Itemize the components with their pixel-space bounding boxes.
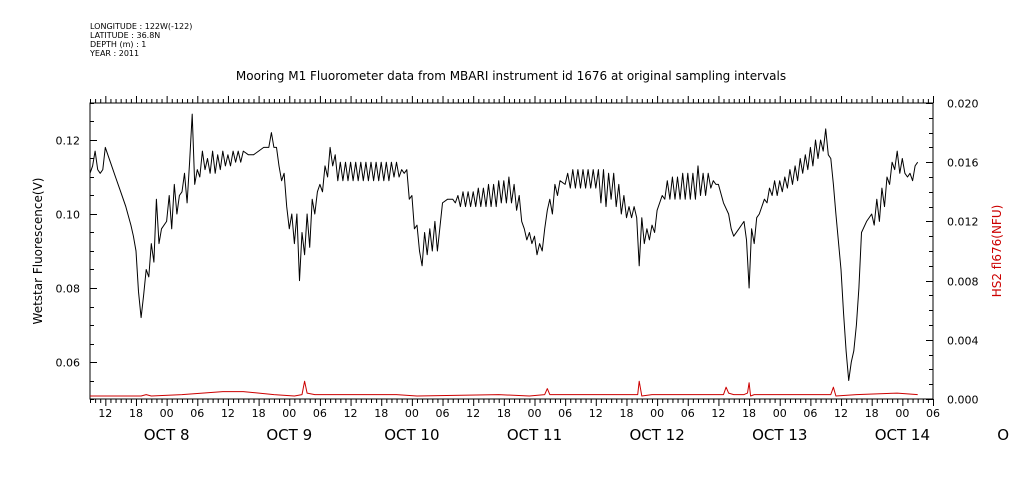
x-tick-label: 12 [711,407,725,420]
y-tick-label-left: 0.12 [56,135,81,148]
x-tick-label: 00 [160,407,174,420]
meta-latitude: LATITUDE : 36.8N [90,31,161,40]
x-tick-label: 00 [895,407,909,420]
plot-frame [89,102,934,400]
x-tick-label: 00 [650,407,664,420]
x-tick-label: 18 [252,407,266,420]
x-tick-label: 18 [374,407,388,420]
y-tick-label-right: 0.020 [947,98,979,111]
x-day-label: OCT 8 [144,426,190,444]
x-tick-label: 12 [98,407,112,420]
series-line-wetstar [89,113,919,381]
x-tick-label: 18 [129,407,143,420]
chart-title: Mooring M1 Fluorometer data from MBARI i… [236,69,786,83]
series-line-hs2 [90,380,918,397]
x-tick-label: 12 [589,407,603,420]
x-tick-label: 06 [681,407,695,420]
y-tick-label-left: 0.08 [56,283,81,296]
x-day-label: OCT 12 [629,426,684,444]
y-tick-label-left: 0.06 [56,357,81,370]
y-tick-label-left: 0.10 [56,209,81,222]
x-tick-label: 18 [619,407,633,420]
x-day-label: OCT 10 [384,426,439,444]
y-tick-label-right: 0.012 [947,216,979,229]
x-day-label: OCT 13 [752,426,807,444]
x-tick-label: 00 [405,407,419,420]
chart-labels: 12 18 00 06 12 18 00 06 12 18 00 06 12 18 00 06 12 18 00 06… [31,98,1009,445]
x-tick-label: 18 [865,407,879,420]
x-tick-label: 18 [497,407,511,420]
x-tick-label: 06 [926,407,940,420]
x-day-label: OCT 15 [997,426,1009,444]
meta-depth: DEPTH (m) : 1 [90,40,147,49]
y-tick-label-right: 0.016 [947,157,979,170]
x-tick-label: 12 [834,407,848,420]
chart-axes [89,96,934,406]
x-tick-label: 18 [742,407,756,420]
y-axis-title-left: Wetstar Fluorescence(V) [31,178,45,325]
x-tick-label: 06 [313,407,327,420]
meta-year: YEAR : 2011 [90,49,140,58]
x-tick-label: 00 [282,407,296,420]
x-tick-label: 06 [190,407,204,420]
y-axis-title-right: HS2 fl676(NFU) [990,205,1004,298]
y-tick-label-right: 0.008 [947,276,979,289]
x-day-label: OCT 11 [507,426,562,444]
y-tick-label-right: 0.000 [947,394,979,407]
x-tick-label: 00 [527,407,541,420]
x-tick-label: 06 [436,407,450,420]
y-tick-label-right: 0.004 [947,335,979,348]
x-tick-label: 00 [773,407,787,420]
series-layer [89,113,919,397]
x-tick-label: 12 [344,407,358,420]
x-tick-label: 06 [803,407,817,420]
x-tick-label: 12 [466,407,480,420]
x-tick-label: 06 [558,407,572,420]
meta-longitude: LONGITUDE : 122W(-122) [90,22,193,31]
x-tick-label: 12 [221,407,235,420]
x-day-label: OCT 9 [266,426,312,444]
x-day-label: OCT 14 [875,426,930,444]
